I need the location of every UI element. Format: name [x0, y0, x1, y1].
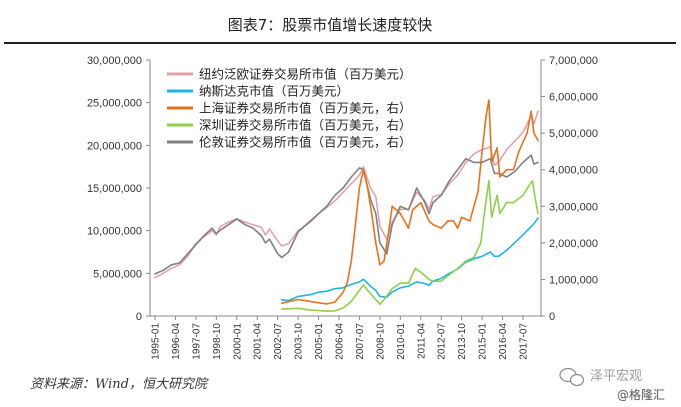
x-tick-label: 1998-10	[212, 323, 223, 360]
right-tick-label: 1,000,000	[549, 274, 598, 286]
x-tick-label: 2012-07	[437, 323, 448, 360]
x-tick-label: 2016-04	[498, 323, 509, 360]
x-axis-ticks: 1995-01 1996-04 1997-07 1998-10 2000-01 2001-…	[151, 316, 530, 360]
x-tick-label: 1995-01	[151, 323, 162, 360]
right-tick-label: 3,000,000	[549, 201, 598, 213]
x-tick-label: 2011-04	[416, 323, 427, 359]
left-axis-ticks: 0 5,000,000 10,000,000 15,000,000 20,000,000…	[87, 55, 150, 323]
x-tick-label: 2008-10	[375, 323, 386, 360]
right-tick-label: 6,000,000	[549, 92, 598, 104]
x-tick-label: 2010-01	[396, 323, 407, 360]
left-tick-label: 10,000,000	[87, 226, 142, 238]
left-tick-label: 25,000,000	[87, 98, 142, 110]
legend-label-nyse: 纽约泛欧证券交易所市值（百万美元）	[199, 67, 412, 82]
series-line-shanghai	[281, 99, 539, 305]
watermark-brand: 泽平宏观	[590, 369, 642, 384]
x-tick-label: 2013-10	[457, 323, 468, 360]
x-tick-label: 2006-04	[335, 323, 346, 360]
right-tick-label: 0	[549, 311, 555, 323]
x-tick-label: 1997-07	[191, 323, 202, 360]
left-tick-label: 5,000,000	[93, 268, 142, 280]
right-tick-label: 7,000,000	[549, 55, 598, 67]
x-tick-label: 2003-10	[294, 323, 305, 360]
legend-label-london: 伦敦证券交易所市值（百万美元，右）	[199, 135, 412, 150]
figure-title: 图表7：股票市值增长速度较快	[228, 16, 433, 34]
legend-label-shanghai: 上海证券交易所市值（百万美元，右）	[199, 101, 412, 116]
left-tick-label: 15,000,000	[87, 183, 142, 195]
right-tick-label: 4,000,000	[549, 165, 598, 177]
legend: 纽约泛欧证券交易所市值（百万美元） 纳斯达克市值（百万美元） 上海证券交易所市值（百…	[167, 67, 412, 150]
watermark-handle: @格隆汇	[617, 387, 665, 402]
x-tick-label: 1996-04	[171, 323, 182, 360]
left-tick-label: 30,000,000	[87, 55, 142, 67]
x-tick-label: 2015-01	[478, 323, 489, 360]
x-tick-label: 2005-01	[314, 323, 325, 360]
series-line-london	[154, 154, 539, 275]
x-tick-label: 2002-07	[273, 323, 284, 360]
right-tick-label: 5,000,000	[549, 128, 598, 140]
left-tick-label: 0	[136, 311, 142, 323]
source-note: 资料来源：Wind，恒大研究院	[30, 376, 209, 392]
x-tick-label: 2007-07	[355, 323, 366, 360]
x-tick-label: 2001-04	[253, 323, 264, 360]
right-tick-label: 2,000,000	[549, 238, 598, 250]
left-tick-label: 20,000,000	[87, 140, 142, 152]
x-tick-label: 2017-07	[519, 323, 530, 360]
right-axis-ticks: 0 1,000,000 2,000,000 3,000,000 4,000,000 5,0…	[541, 55, 598, 323]
series-line-shenzhen	[281, 179, 539, 312]
series-lines	[154, 99, 539, 312]
series-line-nasdaq	[281, 217, 539, 302]
legend-label-nasdaq: 纳斯达克市值（百万美元）	[199, 84, 349, 99]
x-tick-label: 2000-01	[232, 323, 243, 360]
watermark: 泽平宏观 @格隆汇	[559, 367, 665, 402]
legend-label-shenzhen: 深圳证券交易所市值（百万美元，右）	[199, 118, 412, 133]
wechat-icon	[559, 367, 585, 387]
